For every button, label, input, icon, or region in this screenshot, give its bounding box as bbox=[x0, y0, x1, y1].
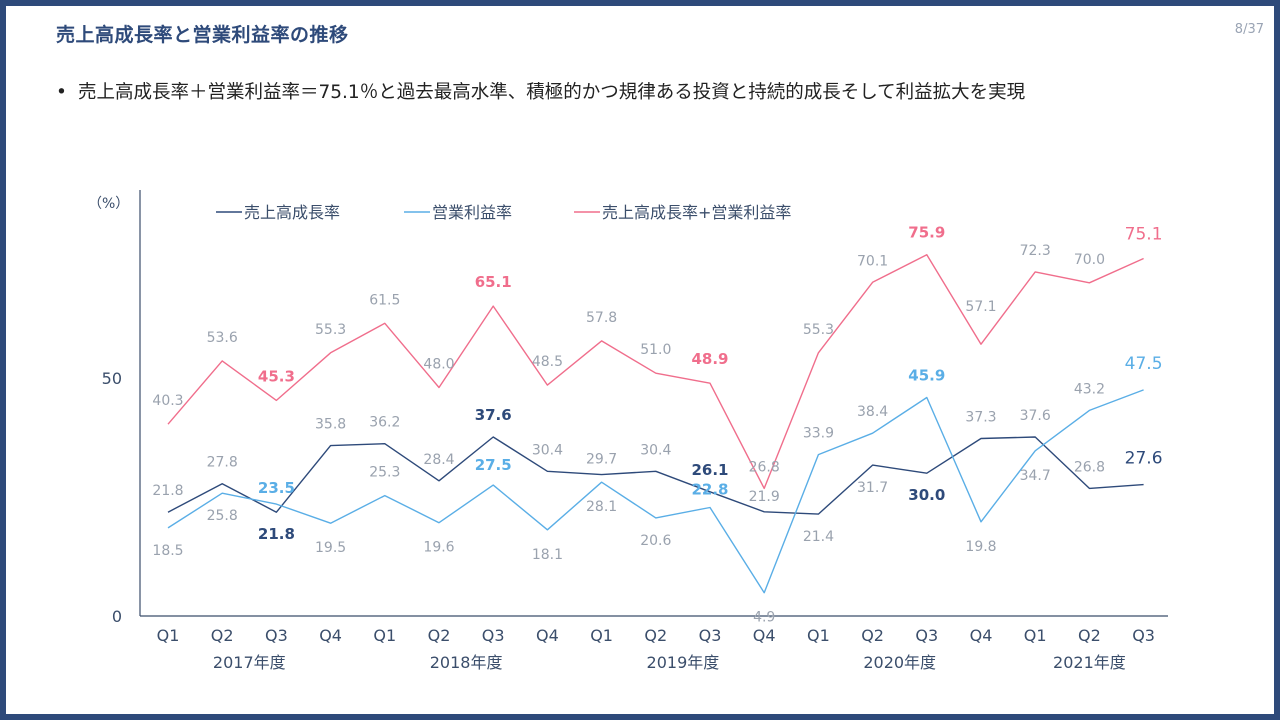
data-label-sum: 65.1 bbox=[475, 273, 512, 291]
x-tick-label: Q4 bbox=[319, 626, 342, 645]
bullet-marker: • bbox=[56, 82, 67, 103]
legend-label-margin: 営業利益率 bbox=[432, 203, 512, 222]
x-tick-label: Q4 bbox=[753, 626, 776, 645]
data-label-sum: 53.6 bbox=[207, 330, 238, 346]
data-label-sum: 48.9 bbox=[691, 350, 728, 368]
fiscal-year-label: 2018年度 bbox=[430, 653, 503, 672]
data-label-sum: 51.0 bbox=[640, 342, 671, 358]
y-unit-label: （%） bbox=[88, 196, 129, 212]
data-label-growth: 27.6 bbox=[1125, 449, 1163, 469]
data-label-margin: 19.8 bbox=[965, 539, 996, 555]
data-label-sum: 61.5 bbox=[369, 292, 400, 308]
page-number: 8/37 bbox=[1234, 22, 1264, 37]
bullet-point: • 売上高成長率＋営業利益率＝75.1％と過去最高水準、積極的かつ規律ある投資と持… bbox=[56, 78, 1025, 104]
x-tick-label: Q3 bbox=[482, 626, 505, 645]
x-tick-label: Q2 bbox=[428, 626, 451, 645]
data-label-sum: 55.3 bbox=[315, 322, 346, 338]
data-label-margin: 20.6 bbox=[640, 533, 671, 549]
data-label-margin: 22.8 bbox=[691, 480, 728, 498]
x-tick-label: Q3 bbox=[1132, 626, 1155, 645]
data-label-margin: 27.5 bbox=[475, 456, 512, 474]
x-tick-label: Q2 bbox=[861, 626, 884, 645]
data-label-sum: 57.8 bbox=[586, 310, 617, 326]
x-tick-label: Q1 bbox=[373, 626, 396, 645]
data-label-sum: 48.5 bbox=[532, 354, 563, 370]
x-tick-label: Q2 bbox=[644, 626, 667, 645]
data-label-margin: 33.9 bbox=[803, 426, 834, 442]
bullet-text: 売上高成長率＋営業利益率＝75.1％と過去最高水準、積極的かつ規律ある投資と持続… bbox=[78, 82, 1026, 103]
data-label-growth: 37.6 bbox=[1020, 408, 1051, 424]
y-tick-label: 50 bbox=[102, 369, 122, 388]
data-label-margin: 45.9 bbox=[908, 367, 945, 385]
data-label-sum: 75.1 bbox=[1125, 225, 1163, 245]
data-label-growth: 21.8 bbox=[258, 525, 295, 543]
data-label-growth: 30.4 bbox=[532, 442, 563, 458]
data-label-margin: 19.5 bbox=[315, 540, 346, 556]
data-label-margin: 25.3 bbox=[369, 465, 400, 481]
data-label-growth: 26.1 bbox=[691, 461, 728, 479]
x-tick-label: Q1 bbox=[590, 626, 613, 645]
series-line-sum bbox=[167, 253, 1144, 490]
data-label-margin: 28.1 bbox=[586, 499, 617, 515]
x-tick-label: Q3 bbox=[915, 626, 938, 645]
data-label-growth: 21.9 bbox=[749, 489, 780, 505]
fiscal-year-label: 2020年度 bbox=[863, 653, 936, 672]
x-tick-label: Q1 bbox=[1024, 626, 1047, 645]
data-label-growth: 30.4 bbox=[640, 442, 671, 458]
data-label-sum: 57.1 bbox=[965, 299, 996, 315]
data-label-sum: 48.0 bbox=[423, 357, 454, 373]
data-label-growth: 27.8 bbox=[207, 455, 238, 471]
data-label-growth: 21.4 bbox=[803, 529, 834, 545]
x-tick-label: Q2 bbox=[211, 626, 234, 645]
data-label-margin: 18.5 bbox=[152, 543, 183, 559]
data-label-growth: 30.0 bbox=[908, 486, 945, 504]
data-label-growth: 31.7 bbox=[857, 480, 888, 496]
legend-label-growth: 売上高成長率 bbox=[244, 203, 340, 222]
data-label-margin: 23.5 bbox=[258, 479, 295, 497]
data-label-margin: 4.9 bbox=[753, 610, 775, 626]
data-label-sum: 75.9 bbox=[908, 224, 945, 242]
slide-title: 売上高成長率と営業利益率の推移 bbox=[56, 24, 349, 46]
x-tick-label: Q1 bbox=[157, 626, 180, 645]
x-tick-label: Q4 bbox=[536, 626, 559, 645]
data-label-margin: 25.8 bbox=[207, 508, 238, 524]
data-label-sum: 26.8 bbox=[749, 459, 780, 475]
x-tick-label: Q3 bbox=[699, 626, 722, 645]
data-label-growth: 35.8 bbox=[315, 417, 346, 433]
data-label-growth: 36.2 bbox=[369, 415, 400, 431]
data-label-margin: 47.5 bbox=[1125, 354, 1163, 374]
fiscal-year-label: 2021年度 bbox=[1053, 653, 1126, 672]
data-label-growth: 28.4 bbox=[423, 452, 454, 468]
y-tick-label: 0 bbox=[112, 607, 122, 626]
series-line-margin bbox=[167, 389, 1144, 594]
data-label-growth: 29.7 bbox=[586, 452, 617, 468]
data-label-sum: 70.1 bbox=[857, 253, 888, 269]
legend-label-sum: 売上高成長率+営業利益率 bbox=[602, 203, 791, 222]
series-line-growth bbox=[167, 436, 1144, 515]
data-label-margin: 34.7 bbox=[1020, 468, 1051, 484]
data-label-sum: 55.3 bbox=[803, 322, 834, 338]
data-label-sum: 72.3 bbox=[1020, 243, 1051, 259]
data-label-sum: 45.3 bbox=[258, 367, 295, 385]
x-tick-label: Q4 bbox=[970, 626, 993, 645]
fiscal-year-label: 2017年度 bbox=[213, 653, 286, 672]
x-tick-label: Q3 bbox=[265, 626, 288, 645]
data-label-growth: 21.8 bbox=[152, 483, 183, 499]
data-label-margin: 38.4 bbox=[857, 404, 888, 420]
data-label-growth: 37.6 bbox=[475, 406, 512, 424]
fiscal-year-label: 2019年度 bbox=[647, 653, 720, 672]
x-tick-label: Q1 bbox=[807, 626, 830, 645]
data-label-sum: 70.0 bbox=[1074, 252, 1105, 268]
x-tick-label: Q2 bbox=[1078, 626, 1101, 645]
data-label-margin: 19.6 bbox=[423, 540, 454, 556]
data-label-margin: 43.2 bbox=[1074, 381, 1105, 397]
data-label-sum: 40.3 bbox=[152, 393, 183, 409]
data-label-growth: 37.3 bbox=[965, 409, 996, 425]
data-label-growth: 26.8 bbox=[1074, 459, 1105, 475]
data-label-margin: 18.1 bbox=[532, 547, 563, 563]
